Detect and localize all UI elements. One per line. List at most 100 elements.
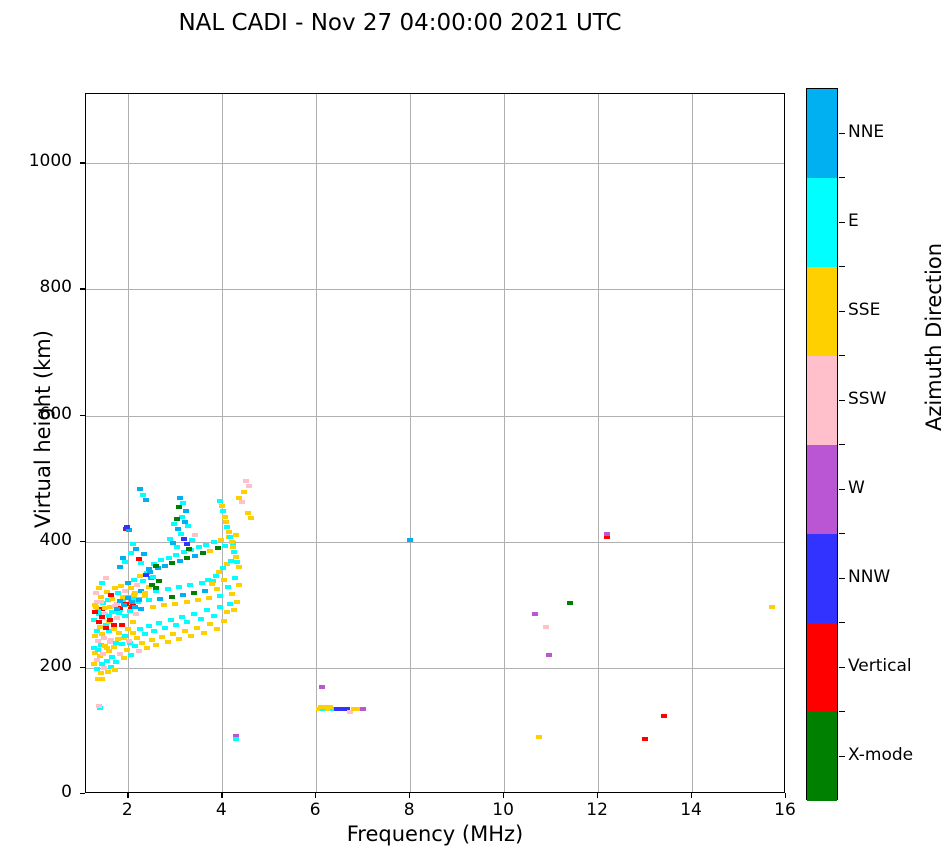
data-point <box>148 582 155 587</box>
data-point <box>231 549 238 554</box>
x-axis-tick <box>409 793 411 798</box>
data-point <box>144 646 151 651</box>
gridline-horizontal <box>86 415 784 417</box>
data-point <box>95 648 102 653</box>
data-point <box>164 587 171 592</box>
data-point <box>111 645 118 650</box>
data-point <box>182 509 189 514</box>
data-point <box>129 541 136 546</box>
data-point <box>138 561 145 566</box>
y-axis-tick-label: 1000 <box>28 151 72 172</box>
colorbar-tick <box>839 132 845 134</box>
data-point <box>93 591 100 596</box>
data-point <box>152 586 159 591</box>
data-point <box>176 558 183 563</box>
data-point <box>206 595 213 600</box>
data-point <box>246 483 253 488</box>
data-point <box>105 598 112 603</box>
data-point <box>184 619 191 624</box>
data-point <box>217 593 224 598</box>
data-point <box>194 597 201 602</box>
data-point <box>236 583 243 588</box>
data-point <box>136 597 143 602</box>
gridline-vertical <box>504 94 506 792</box>
data-point <box>127 551 134 556</box>
data-point <box>95 638 102 643</box>
data-point <box>115 631 122 636</box>
colorbar-label-e: E <box>848 210 859 231</box>
data-point <box>131 596 138 601</box>
data-point <box>220 509 227 514</box>
data-point <box>102 644 109 649</box>
data-point <box>327 704 334 709</box>
colorbar-label-ssw: SSW <box>848 388 887 409</box>
colorbar-segment-w <box>807 445 837 534</box>
data-point <box>96 624 103 629</box>
data-point <box>198 581 205 586</box>
data-point <box>212 573 219 578</box>
data-point <box>334 707 341 712</box>
data-point <box>116 652 123 656</box>
data-point <box>220 566 227 571</box>
data-point <box>242 478 249 483</box>
y-axis-tick <box>80 414 85 416</box>
data-point <box>137 627 144 632</box>
data-point <box>181 628 188 633</box>
data-point <box>143 572 150 577</box>
y-axis-tick-label: 200 <box>39 655 72 676</box>
x-axis-tick <box>691 793 693 798</box>
data-point <box>214 546 221 551</box>
data-point <box>187 633 194 638</box>
data-point <box>217 605 224 610</box>
data-point <box>228 539 235 544</box>
data-point <box>95 704 102 709</box>
data-point <box>102 622 109 627</box>
x-axis-tick-label: 14 <box>680 800 702 820</box>
data-point <box>124 648 131 653</box>
data-point <box>195 545 202 550</box>
data-point <box>128 653 135 658</box>
data-point <box>100 636 107 641</box>
x-axis-tick-label: 6 <box>309 800 321 820</box>
data-point <box>124 524 131 529</box>
data-point <box>146 570 153 575</box>
data-point <box>350 707 357 712</box>
colorbar-boundary-tick <box>839 266 845 268</box>
x-axis-tick <box>503 793 505 798</box>
data-point <box>134 600 141 605</box>
data-point <box>318 684 325 689</box>
data-point <box>220 619 227 624</box>
x-axis-tick-label: 8 <box>403 800 415 820</box>
data-point <box>125 626 132 631</box>
data-point <box>160 603 167 608</box>
data-point <box>110 610 117 615</box>
data-point <box>166 537 173 542</box>
data-point <box>174 517 181 522</box>
data-point <box>223 610 230 615</box>
data-point <box>170 541 177 545</box>
data-point <box>227 558 234 563</box>
y-axis-tick-label: 400 <box>39 529 72 550</box>
data-point <box>135 557 142 562</box>
colorbar-label-sse: SSE <box>848 299 881 320</box>
data-point <box>207 622 214 627</box>
data-point <box>194 625 201 630</box>
data-point <box>347 710 354 715</box>
data-point <box>143 498 150 503</box>
data-point <box>129 630 136 635</box>
colorbar-boundary-tick <box>839 622 845 624</box>
data-point <box>148 638 155 643</box>
data-point <box>133 583 140 588</box>
data-point <box>142 590 149 595</box>
data-point <box>112 668 119 673</box>
data-point <box>244 511 251 516</box>
data-point <box>139 641 146 646</box>
data-point <box>142 593 149 598</box>
data-point <box>118 641 125 646</box>
gridline-vertical <box>692 94 694 792</box>
data-point <box>187 583 194 588</box>
gridline-horizontal <box>86 667 784 669</box>
data-point <box>119 555 126 560</box>
data-point <box>214 627 221 632</box>
colorbar-tick <box>839 399 845 401</box>
